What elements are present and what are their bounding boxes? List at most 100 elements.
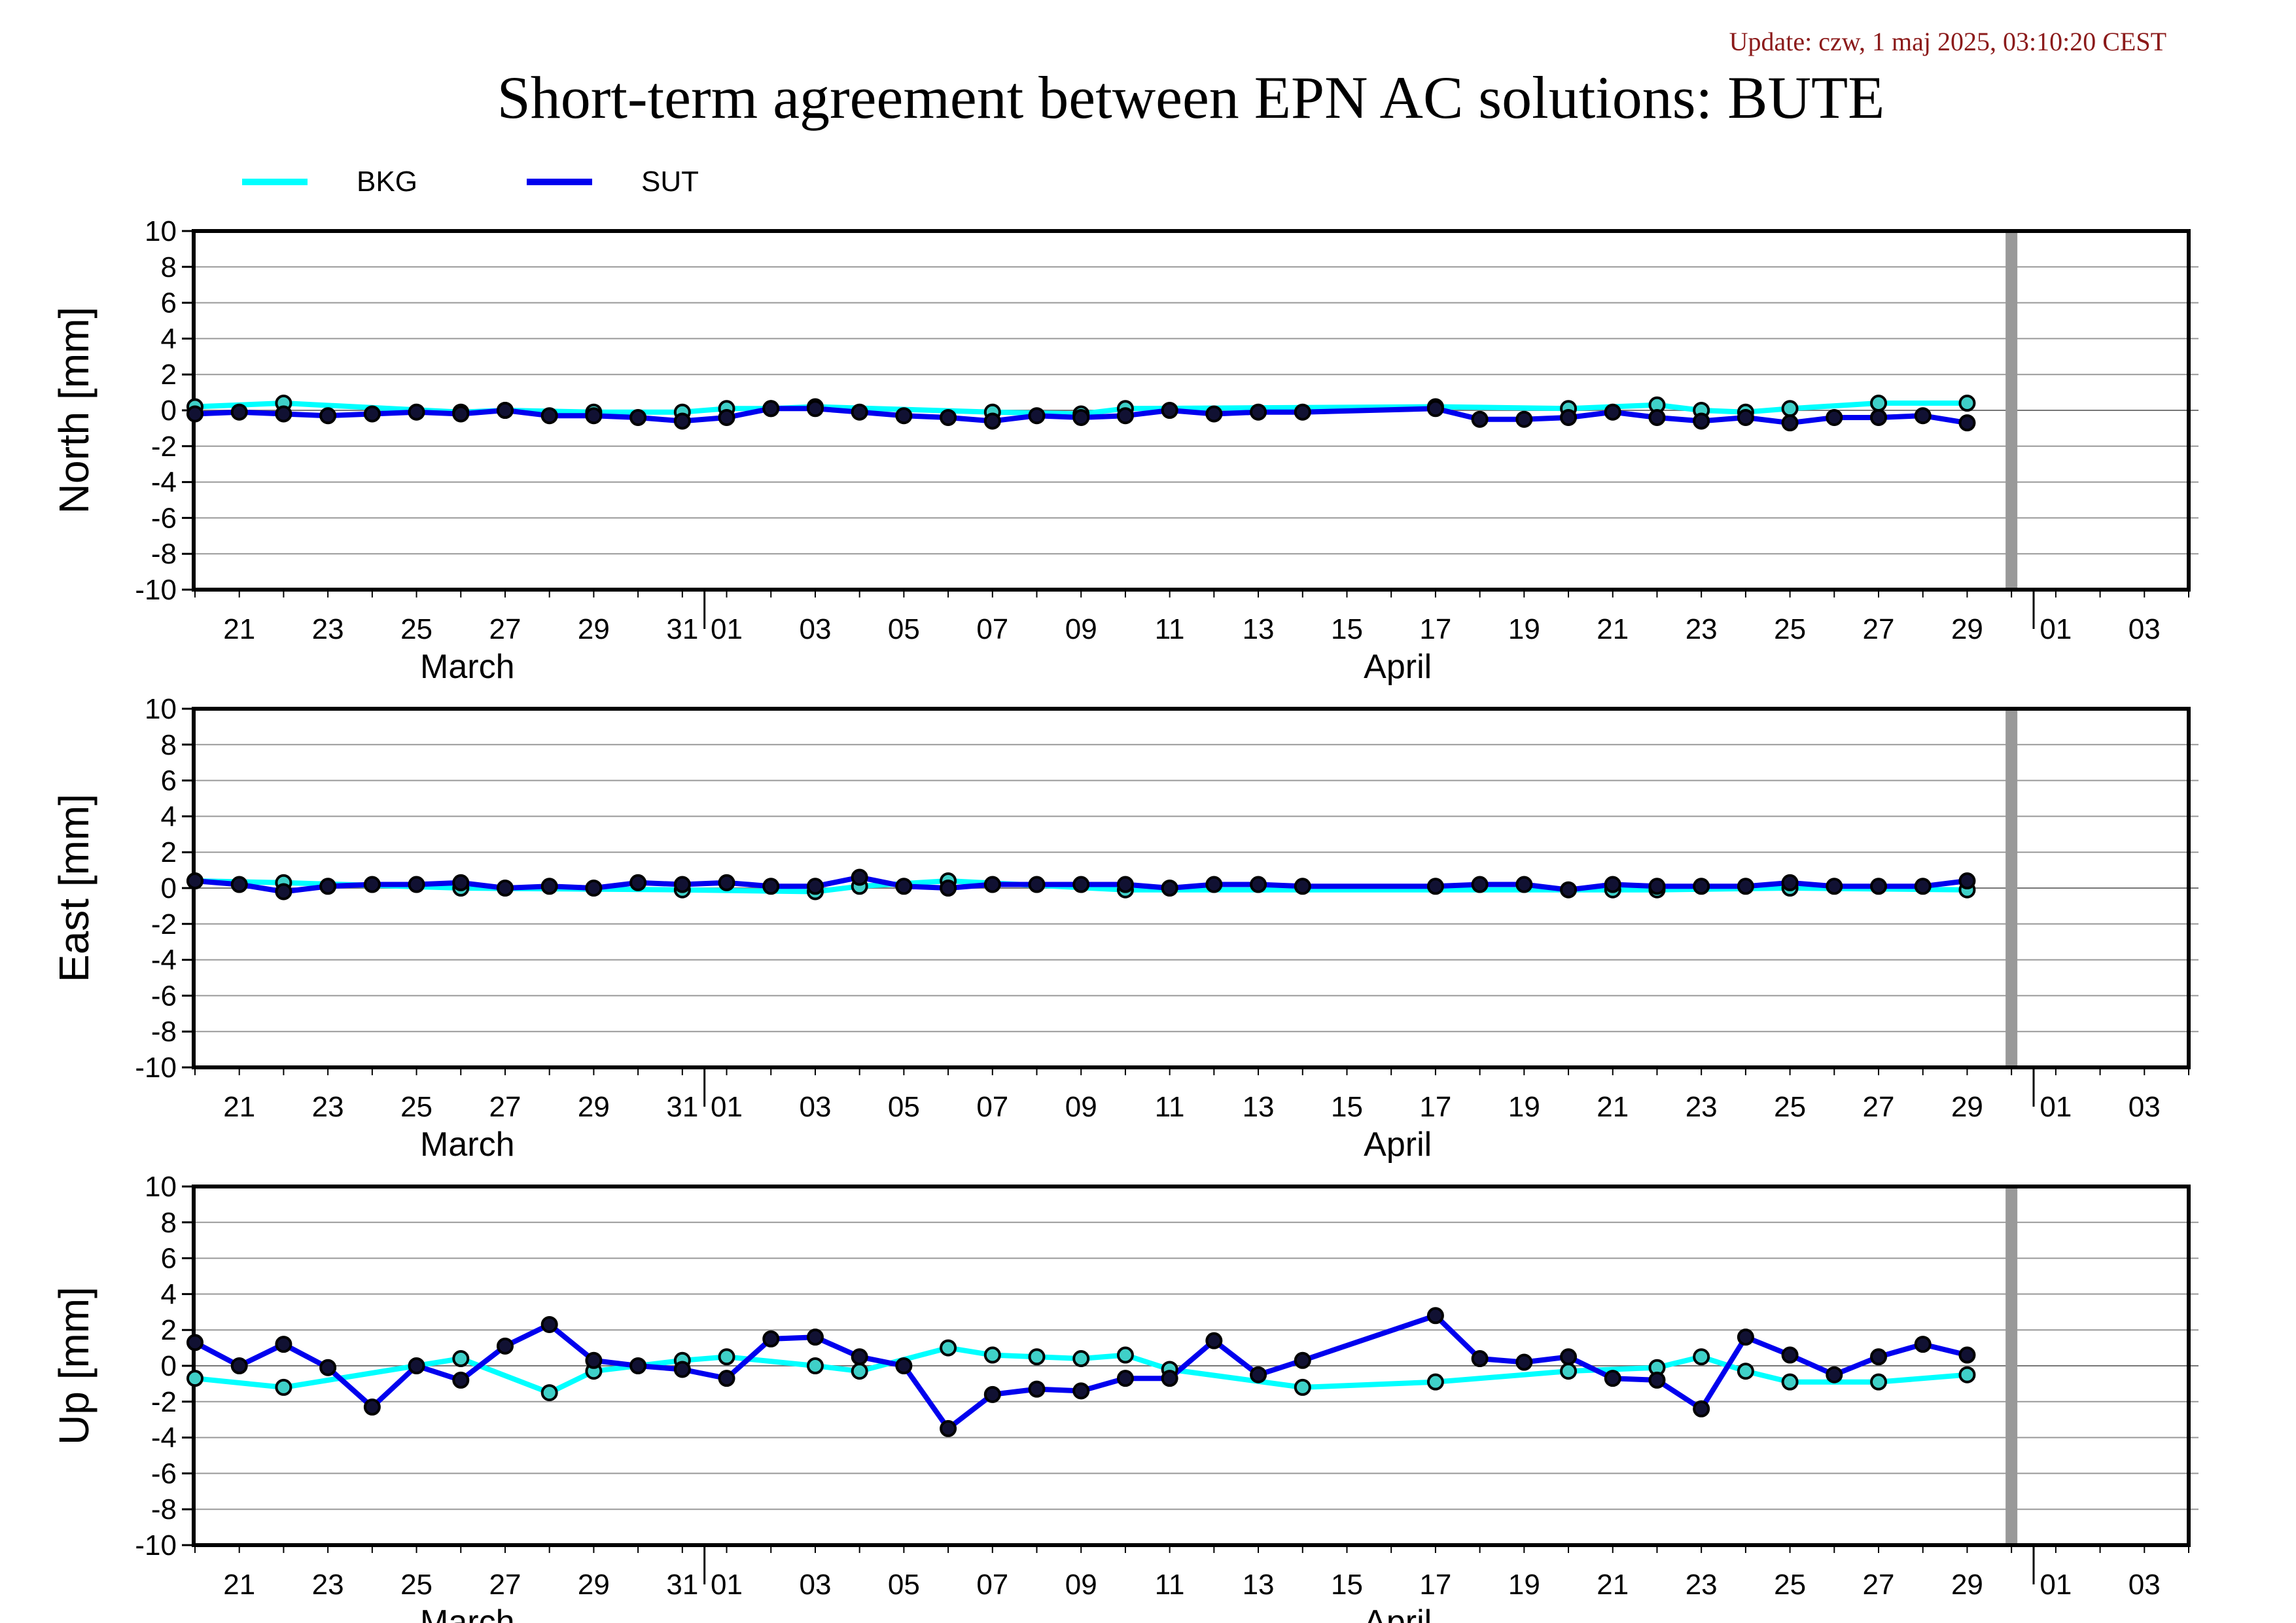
data-point-bkg	[1116, 1346, 1134, 1364]
data-point-sut	[275, 883, 292, 901]
data-point-sut	[1914, 407, 1932, 425]
data-point-sut	[1560, 881, 1578, 899]
plot-frame	[192, 1185, 2191, 1547]
data-point-sut	[1648, 408, 1666, 426]
x-tick-label: 29	[1951, 1569, 1983, 1601]
y-tick-label: 10	[145, 1171, 177, 1203]
chart-title: Short-term agreement between EPN AC solu…	[497, 64, 1885, 131]
x-tick-label: 15	[1331, 1569, 1363, 1601]
x-tick-label: 23	[312, 1091, 344, 1123]
x-tick-label: 25	[1774, 1091, 1806, 1123]
y-tick-label: 2	[161, 1314, 177, 1346]
data-point-sut	[1958, 872, 1976, 890]
data-point-sut	[718, 874, 735, 891]
x-tick-label: 19	[1508, 1569, 1540, 1601]
data-point-sut	[673, 1361, 691, 1378]
x-tick-label: 29	[578, 1091, 610, 1123]
data-point-sut	[1116, 876, 1134, 893]
x-tick-label: 07	[976, 613, 1008, 645]
y-axis-label: North [mm]	[50, 307, 97, 514]
data-point-bkg	[940, 1339, 957, 1357]
data-point-sut	[1648, 1371, 1666, 1389]
data-point-sut	[1914, 878, 1932, 895]
x-tick-label: 09	[1065, 613, 1097, 645]
data-point-sut	[1515, 410, 1533, 428]
x-tick-label: 11	[1155, 1569, 1185, 1601]
x-tick-label: 11	[1155, 613, 1185, 645]
x-tick-label: 27	[1863, 613, 1895, 645]
data-point-sut	[585, 1351, 603, 1369]
x-tick-label: 07	[976, 1569, 1008, 1601]
data-point-sut	[1515, 1353, 1533, 1371]
data-point-sut	[1471, 410, 1489, 428]
data-point-sut	[1693, 1400, 1710, 1418]
x-tick-label: 29	[1951, 1091, 1983, 1123]
data-point-sut	[1781, 874, 1799, 891]
data-point-sut	[363, 876, 381, 893]
data-point-sut	[762, 878, 780, 895]
data-point-sut	[1426, 1307, 1444, 1325]
x-tick-label: 25	[400, 1569, 433, 1601]
x-tick-label: 25	[400, 613, 433, 645]
data-point-bkg	[1560, 1363, 1578, 1380]
x-tick-label: 21	[223, 1091, 255, 1123]
data-point-sut	[363, 1399, 381, 1416]
data-point-sut	[895, 878, 913, 895]
x-tick-label: 19	[1508, 1091, 1540, 1123]
data-point-bkg	[452, 1350, 470, 1368]
x-tick-label: 23	[1686, 1569, 1718, 1601]
x-tick-label: 31	[666, 1091, 698, 1123]
data-point-sut	[1250, 876, 1267, 893]
data-point-sut	[983, 876, 1001, 893]
y-tick-label: -2	[151, 908, 177, 940]
legend-label-bkg: BKG	[357, 166, 417, 198]
legend-label-sut: SUT	[641, 166, 699, 198]
y-tick-label: -8	[151, 1016, 177, 1048]
data-point-sut	[1515, 876, 1533, 893]
panel-up: 10 8 64 2 0 -2 -4-6 -8 -10 21 23 25 27 29 31 01 03 05 07 09…	[50, 1171, 2199, 1623]
y-axis-label: Up [mm]	[50, 1287, 97, 1445]
data-point-sut	[629, 408, 647, 426]
y-tick-label: 4	[161, 800, 177, 832]
data-point-sut	[1250, 403, 1267, 421]
data-point-sut	[452, 874, 470, 891]
data-point-sut	[540, 1315, 558, 1333]
y-tick-label: -2	[151, 431, 177, 463]
x-tick-label: 13	[1243, 1091, 1275, 1123]
data-point-sut	[1693, 412, 1710, 430]
panel-north: 10 8 6 4 2 0 -2 -4-6 -8 -10 21 23 25 27 29 31 01 03 05 07 09…	[50, 215, 2199, 686]
data-point-sut	[1116, 1370, 1134, 1387]
x-tick-label: 03	[799, 1569, 831, 1601]
data-point-bkg	[851, 1363, 868, 1380]
data-point-sut	[940, 408, 957, 426]
data-point-sut	[1161, 402, 1178, 419]
data-point-sut	[806, 400, 824, 418]
y-tick-label: -6	[151, 502, 177, 534]
x-tick-label: 05	[888, 1091, 920, 1123]
data-point-sut	[718, 408, 735, 426]
data-point-sut	[540, 878, 558, 895]
x-tick-label: 21	[1597, 1091, 1629, 1123]
panel-east: 10 8 64 2 0 -2 -4 -6 -8 -10 21 23 25 27 29 31 01 03 05 07 09…	[50, 693, 2199, 1164]
data-point-bkg	[1958, 395, 1976, 412]
data-point-sut	[1604, 403, 1621, 421]
x-tick-label: 19	[1508, 613, 1540, 645]
data-point-bkg	[275, 1378, 292, 1396]
x-tick-label: 29	[578, 1569, 610, 1601]
x-tick-label: 21	[223, 613, 255, 645]
x-tick-label: 31	[666, 613, 698, 645]
data-point-sut	[806, 1329, 824, 1346]
y-tick-label: -10	[135, 1052, 177, 1084]
data-point-sut	[851, 1348, 868, 1366]
x-tick-label: 09	[1065, 1569, 1097, 1601]
data-point-bkg	[806, 1357, 824, 1374]
y-tick-label: -10	[135, 574, 177, 606]
data-point-sut	[1072, 408, 1090, 426]
data-point-sut	[1205, 405, 1223, 423]
x-tick-label: 31	[666, 1569, 698, 1601]
data-point-sut	[1604, 876, 1621, 893]
x-tick-label: 01	[2040, 1091, 2072, 1123]
y-tick-label: 6	[161, 1243, 177, 1275]
x-tick-label: 03	[2128, 1091, 2161, 1123]
